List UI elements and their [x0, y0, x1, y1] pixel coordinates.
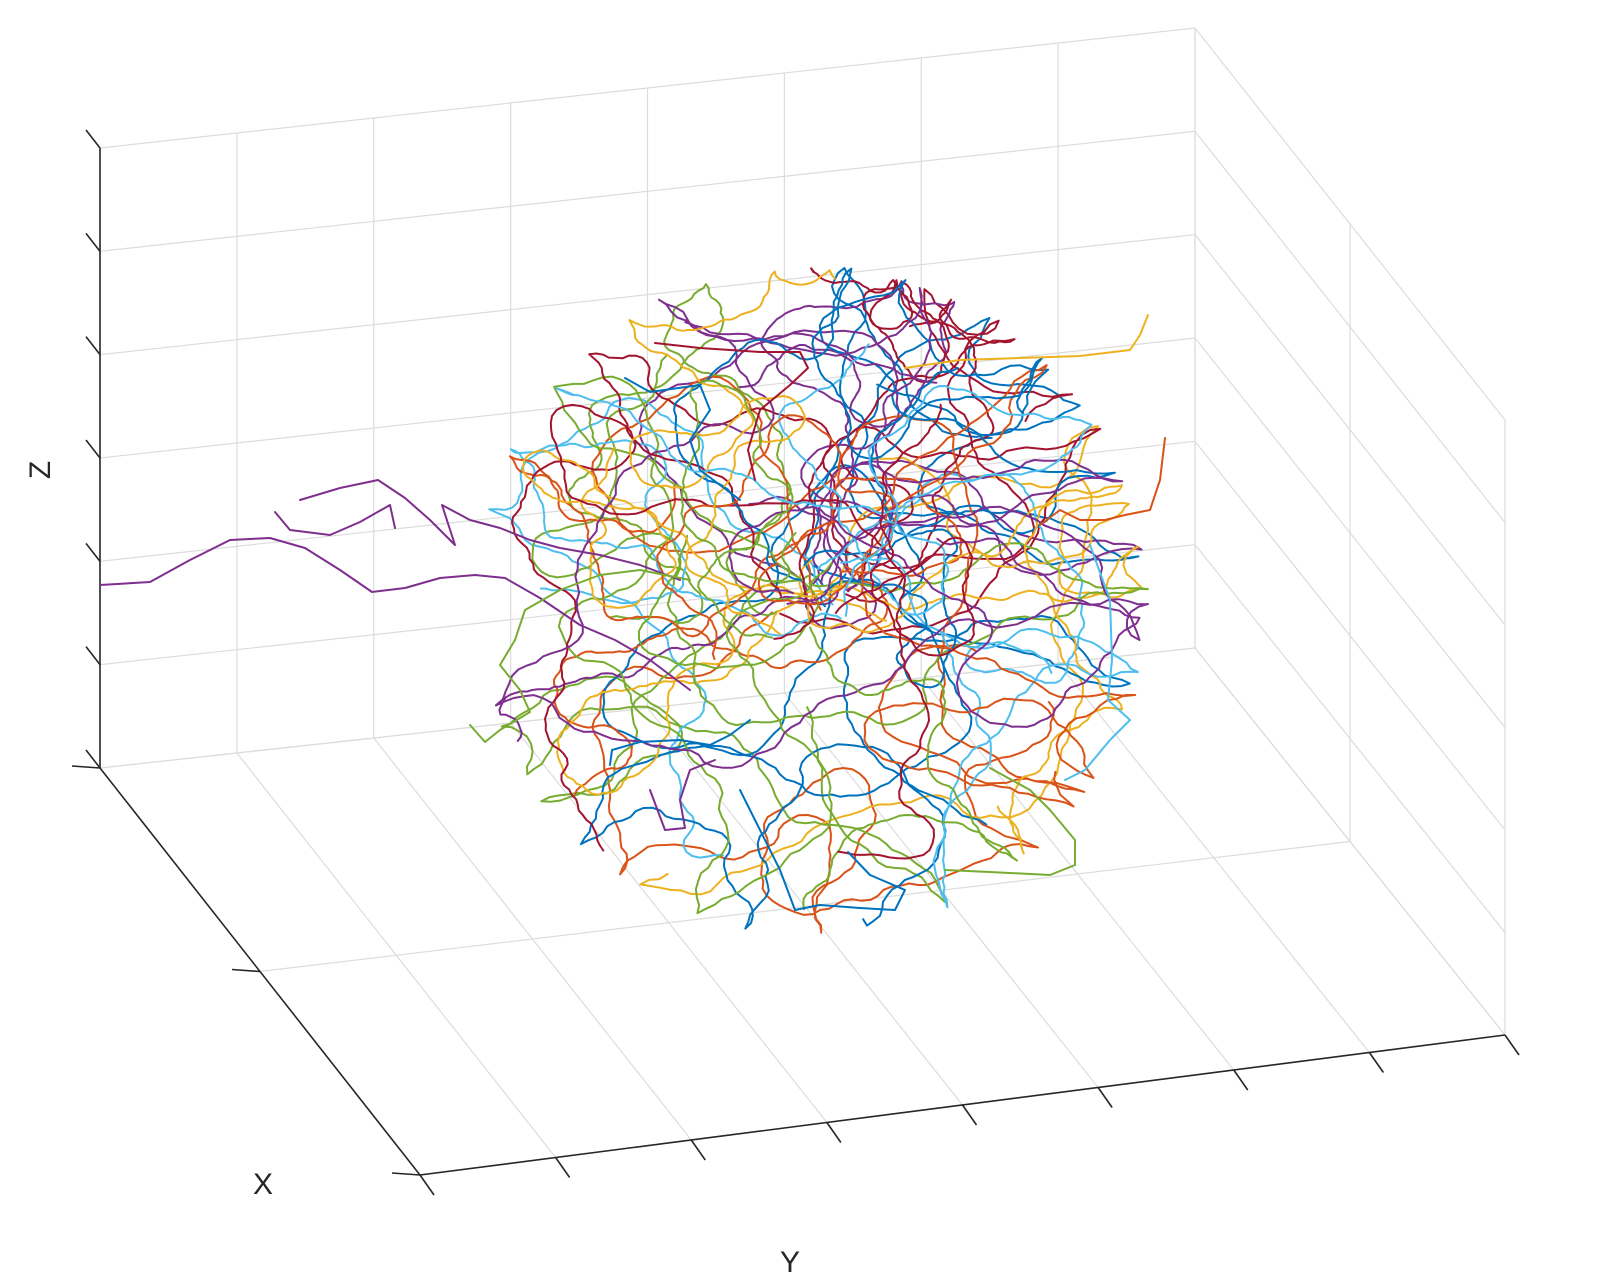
x-axis-tick: [391, 1172, 421, 1176]
y-axis-tick: [1233, 1069, 1249, 1091]
trajectory-line: [840, 557, 1139, 909]
trajectory-line: [299, 479, 681, 581]
trajectory-line: [609, 719, 751, 766]
trajectory-line: [511, 352, 833, 852]
trajectory-line: [549, 403, 935, 860]
trajectory-line: [494, 321, 1149, 769]
trajectory-line: [834, 403, 976, 657]
trajectory-line: [649, 759, 716, 831]
y-axis-tick: [1097, 1087, 1113, 1108]
y-axis-label: Y: [780, 1246, 800, 1279]
trajectory-line: [553, 375, 833, 915]
trajectory-line: [508, 455, 963, 638]
y-axis-tick: [1368, 1052, 1385, 1073]
z-axis-tick: [85, 646, 101, 666]
trajectory-line: [555, 385, 1093, 617]
axis-labels: X Y Z: [24, 461, 800, 1279]
trajectory-line: [820, 366, 959, 689]
y-axis-tick: [690, 1139, 706, 1161]
trajectory-line: [579, 564, 973, 930]
z-axis-tick: [85, 129, 101, 149]
trajectory-line: [556, 560, 888, 796]
trajectory-line: [803, 279, 1116, 566]
trajectory-line: [832, 472, 1086, 684]
x-axis-label: X: [253, 1168, 273, 1201]
trajectory-line: [656, 414, 898, 661]
x-axis-tick: [71, 765, 101, 769]
trajectory-line: [737, 280, 956, 588]
trajectory-line: [522, 446, 843, 609]
trajectory-line: [274, 504, 396, 536]
trajectory-line: [99, 537, 691, 691]
trajectory-line: [624, 377, 741, 501]
trajectory-line: [775, 364, 1137, 808]
trajectory-line: [1039, 437, 1166, 526]
z-axis-tick: [85, 336, 101, 356]
y-axis-tick: [1504, 1034, 1520, 1056]
x-axis-tick: [231, 968, 261, 973]
grid-line: [99, 234, 1196, 356]
y-axis-tick: [419, 1174, 435, 1196]
grid-line: [99, 544, 1196, 666]
trajectory-line: [840, 298, 1016, 593]
y-axis-tick: [826, 1122, 842, 1143]
trajectory-line: [601, 464, 1131, 826]
trajectory-line: [803, 267, 1140, 586]
z-axis-tick: [85, 439, 101, 459]
trajectory-line: [802, 626, 1018, 911]
trajectory-line: [834, 456, 1143, 612]
trajectory-line: [739, 789, 906, 911]
grid-line: [99, 647, 1196, 769]
trajectory-line: [904, 314, 1149, 369]
grid-line: [99, 130, 1196, 252]
trajectories: [99, 267, 1166, 934]
trajectory-line: [680, 379, 797, 639]
trajectory-line: [944, 767, 1076, 876]
trajectory-line: [673, 267, 1044, 581]
trajectory-line: [628, 269, 836, 636]
trajectory-line: [1064, 544, 1131, 781]
grid-line: [99, 27, 1196, 149]
trajectory-line: [778, 343, 950, 616]
z-axis-tick: [85, 749, 101, 769]
y-axis-tick: [554, 1157, 571, 1178]
axes: [71, 129, 1520, 1196]
trajectory-line: [509, 439, 842, 637]
z-axis-tick: [85, 542, 101, 562]
z-axis-label: Z: [24, 461, 57, 479]
trajectory-line: [654, 342, 809, 481]
trajectory-line: [469, 569, 691, 743]
y-axis-tick: [961, 1104, 978, 1126]
trajectory-line: [553, 565, 890, 796]
z-axis-tick: [85, 232, 101, 252]
grid-line: [259, 840, 1351, 973]
